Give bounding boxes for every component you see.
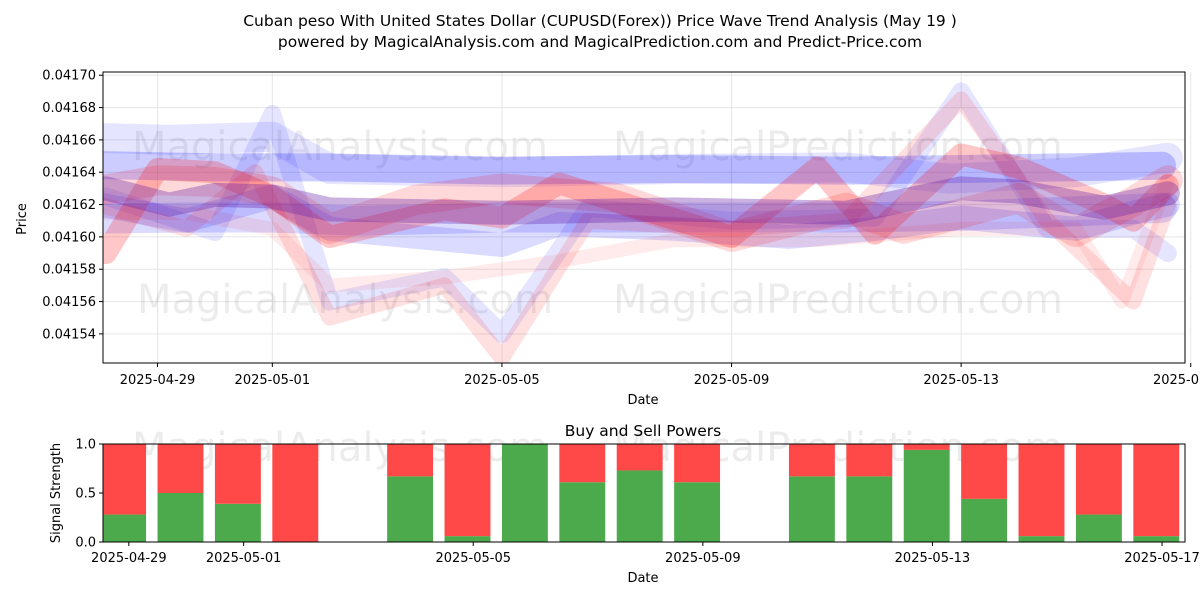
- figure-title-line1: Cuban peso With United States Dollar (CU…: [243, 12, 957, 30]
- price-grid: [103, 72, 1192, 363]
- price-watermarks: MagicalAnalysis.com MagicalPrediction.co…: [132, 124, 1063, 323]
- sell-bar: [157, 444, 204, 493]
- buy-bar: [214, 503, 261, 542]
- price-x-tick-label: 2025-05-09: [694, 373, 770, 388]
- price-y-axis-label: Price: [15, 203, 30, 235]
- wave-red-band-2: [103, 143, 1179, 265]
- price-x-tick-label: 2025-05-13: [923, 373, 999, 388]
- wave-red-band-4: [103, 173, 1175, 309]
- wave-red-band-3: [103, 91, 1176, 363]
- power-x-tick-label: 2025-05-17: [1124, 551, 1200, 566]
- watermark-analysis-upper: MagicalAnalysis.com: [132, 124, 548, 170]
- wave-blue-band-4: [103, 184, 1180, 257]
- sell-bar: [559, 444, 606, 483]
- figure-title-line2: powered by MagicalAnalysis.com and Magic…: [278, 33, 922, 51]
- buy-bar: [903, 449, 950, 542]
- buy-sell-power-chart: Buy and Sell Powers MagicalAnalysis.com …: [49, 422, 1200, 586]
- sell-bar: [788, 444, 835, 477]
- wave-blue-band-5: [103, 82, 1177, 343]
- sell-bar: [846, 444, 893, 477]
- watermark-prediction-upper: MagicalPrediction.com: [613, 124, 1063, 170]
- power-x-tick-label: 2025-04-29: [91, 551, 167, 566]
- buy-bar: [674, 482, 721, 542]
- price-wave-chart: MagicalAnalysis.com MagicalPrediction.co…: [15, 69, 1200, 408]
- wave-purple-core: [103, 176, 1180, 225]
- buy-bar: [961, 498, 1008, 542]
- wave-red-band-1: [103, 165, 1183, 252]
- watermark-analysis-lower: MagicalAnalysis.com: [137, 277, 553, 323]
- sell-bar: [444, 444, 491, 537]
- power-x-tick-label: 2025-05-09: [665, 551, 741, 566]
- sell-bar: [1075, 444, 1122, 515]
- buy-bar: [103, 514, 147, 542]
- buy-bar: [157, 493, 204, 542]
- sell-bar: [103, 444, 147, 515]
- power-bars: [103, 444, 1200, 542]
- power-x-tick-label: 2025-05-13: [895, 551, 971, 566]
- buy-bar: [1191, 466, 1200, 542]
- buy-bar: [1075, 514, 1122, 542]
- buy-bar: [387, 476, 434, 542]
- price-y-tick-label: 0.04158: [42, 263, 96, 278]
- sell-bar: [903, 444, 950, 450]
- sell-bar: [1133, 444, 1180, 537]
- watermark-prediction-lower: MagicalPrediction.com: [613, 277, 1063, 323]
- buy-bar: [1018, 536, 1065, 542]
- wave-blue-band-2: [103, 192, 1177, 236]
- power-chart-title: Buy and Sell Powers: [565, 422, 722, 440]
- buy-bar: [616, 470, 663, 542]
- price-series: [103, 82, 1183, 363]
- price-x-tick-label: 2025-05-01: [235, 373, 311, 388]
- wave-blue-band-1: [103, 121, 1183, 194]
- sell-bar: [961, 444, 1008, 499]
- buy-bar: [444, 536, 491, 542]
- price-x-axis-label: Date: [627, 393, 658, 408]
- price-y-tick-label: 0.04168: [42, 101, 96, 116]
- power-y-tick-label: 0.0: [75, 536, 96, 551]
- buy-bar: [559, 482, 606, 542]
- power-x-ticks: 2025-04-29 2025-05-01 2025-05-05 2025-05-09…: [91, 542, 1200, 566]
- price-x-tick-label: 2025-05-05: [464, 373, 540, 388]
- price-y-tick-label: 0.04154: [42, 327, 96, 342]
- buy-bar: [1133, 536, 1180, 542]
- price-x-tick-label: 2025-04-29: [120, 373, 196, 388]
- sell-bar: [1018, 444, 1065, 537]
- price-y-tick-label: 0.04162: [42, 198, 96, 213]
- power-y-ticks: 0.0 0.5 1.0: [75, 438, 103, 551]
- price-y-tick-label: 0.04166: [42, 133, 96, 148]
- price-y-tick-label: 0.04164: [42, 166, 96, 181]
- wave-blue-band-3: [103, 151, 1176, 185]
- price-y-tick-label: 0.04170: [42, 69, 96, 84]
- sell-bar: [272, 444, 319, 542]
- power-y-tick-label: 1.0: [75, 438, 96, 453]
- sell-bar: [674, 444, 721, 483]
- sell-bar: [616, 444, 663, 471]
- sell-bar: [387, 444, 434, 477]
- power-x-axis-label: Date: [627, 571, 658, 586]
- price-plot-frame: [102, 71, 1186, 364]
- price-y-tick-label: 0.04160: [42, 230, 96, 245]
- power-x-tick-label: 2025-05-01: [206, 551, 282, 566]
- sell-bar: [214, 444, 261, 504]
- power-x-tick-label: 2025-05-05: [435, 551, 511, 566]
- sell-bar: [1191, 444, 1200, 466]
- buy-bar: [501, 444, 548, 542]
- price-x-ticks: 2025-04-29 2025-05-01 2025-05-05 2025-05-09…: [120, 363, 1200, 388]
- power-y-axis-label: Signal Strength: [49, 443, 64, 543]
- power-y-tick-label: 0.5: [75, 487, 96, 502]
- price-x-tick-label: 2025-05-17: [1153, 373, 1200, 388]
- buy-bar: [788, 476, 835, 542]
- price-y-ticks: 0.04154 0.04156 0.04158 0.04160 0.04162 0.041…: [42, 69, 103, 342]
- price-y-tick-label: 0.04156: [42, 295, 96, 310]
- buy-bar: [846, 476, 893, 542]
